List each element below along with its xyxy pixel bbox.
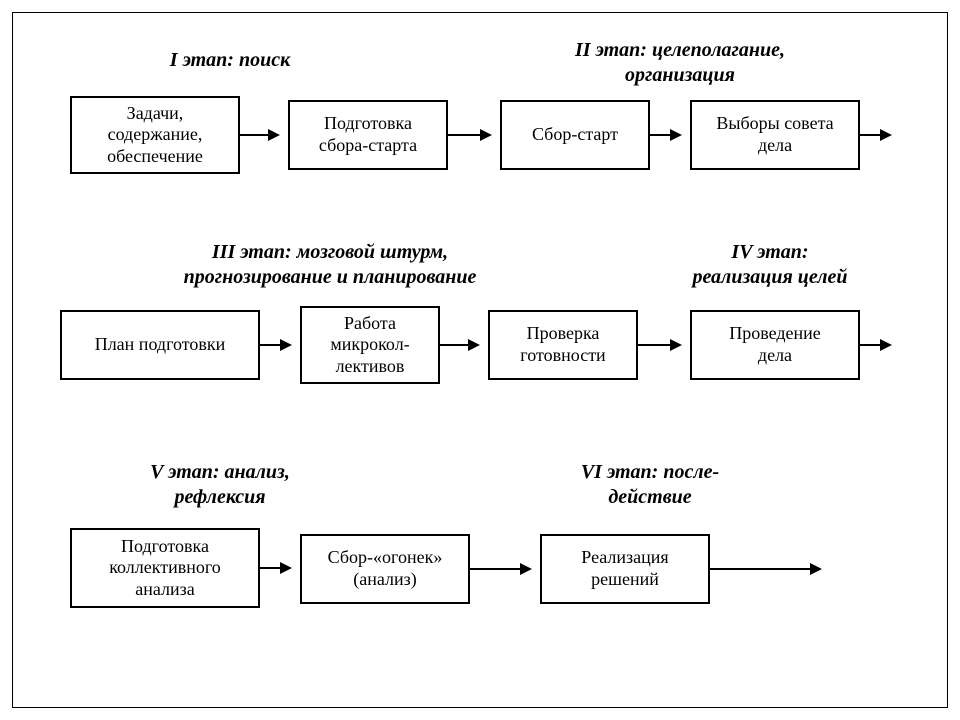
arrow (710, 568, 820, 570)
stage-label-s4: IV этап: реализация целей (640, 240, 900, 290)
arrow (260, 344, 290, 346)
stage-label-s6: VI этап: после- действие (520, 460, 780, 510)
arrow (860, 134, 890, 136)
arrow (440, 344, 478, 346)
arrow (260, 567, 290, 569)
node-n8: Проведение дела (690, 310, 860, 380)
arrow (240, 134, 278, 136)
node-n9: Подготовка коллективного анализа (70, 528, 260, 608)
node-n3: Сбор-старт (500, 100, 650, 170)
node-n4: Выборы совета дела (690, 100, 860, 170)
stage-label-s3: III этап: мозговой штурм, прогнозировани… (120, 240, 540, 290)
stage-label-s1: I этап: поиск (130, 48, 330, 73)
arrow (860, 344, 890, 346)
stage-label-s5: V этап: анализ, рефлексия (100, 460, 340, 510)
node-n6: Работа микрокол- лективов (300, 306, 440, 384)
arrow (448, 134, 490, 136)
node-n2: Подготовка сбора-старта (288, 100, 448, 170)
node-n5: План подготовки (60, 310, 260, 380)
arrow (650, 134, 680, 136)
flowchart-canvas: I этап: поиск II этап: целеполагание, орг… (0, 0, 960, 720)
node-n11: Реализация решений (540, 534, 710, 604)
node-n1: Задачи, содержание, обеспечение (70, 96, 240, 174)
stage-label-s2: II этап: целеполагание, организация (520, 38, 840, 88)
node-n10: Сбор-«огонек» (анализ) (300, 534, 470, 604)
node-n7: Проверка готовности (488, 310, 638, 380)
arrow (638, 344, 680, 346)
arrow (470, 568, 530, 570)
